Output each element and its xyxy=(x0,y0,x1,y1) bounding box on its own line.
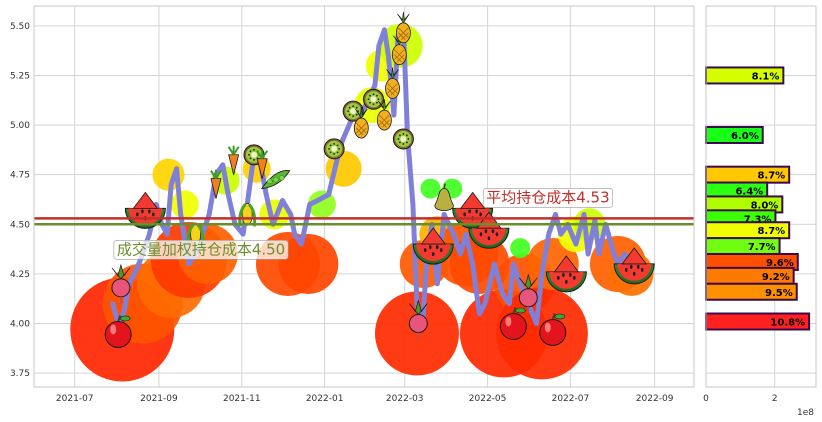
kiwi-icon xyxy=(342,100,364,122)
volume-bubble xyxy=(278,233,339,294)
carrot-icon xyxy=(227,145,240,175)
volume-bar-label: 8.0% xyxy=(751,200,779,211)
watermelon-icon xyxy=(613,247,655,285)
x-tick-label: 2022-09 xyxy=(636,394,674,404)
pineapple-icon xyxy=(376,99,392,131)
side-volume-panel: 0 21e88.1%6.0%8.7%6.4%8.0%7.3%8.7%7.7%9.6… xyxy=(703,6,816,418)
volume-bubble xyxy=(449,233,510,294)
y-tick-label: 5.00 xyxy=(10,121,30,131)
volume-bar-label: 10.8% xyxy=(770,318,805,329)
volume-bar-label: 8.1% xyxy=(752,71,780,82)
carrot-icon xyxy=(256,149,268,179)
x-tick-label: 2022-03 xyxy=(386,394,424,404)
side-x-tick-label: 2 xyxy=(772,394,778,404)
cost-label: 平均持仓成本4.53 xyxy=(486,188,609,206)
apple-icon xyxy=(499,307,527,340)
main-plot-frame xyxy=(33,5,695,388)
y-tick-label: 5.25 xyxy=(10,71,30,81)
y-tick-label: 5.50 xyxy=(10,22,30,32)
radish-icon xyxy=(408,299,428,340)
volume-bar-label: 8.7% xyxy=(757,171,785,182)
volume-bar-label: 7.7% xyxy=(748,242,776,253)
kiwi-icon xyxy=(392,128,414,150)
y-tick-label: 4.75 xyxy=(10,171,30,181)
radish-icon xyxy=(518,273,538,314)
volume-bar-label: 9.2% xyxy=(762,272,790,283)
pineapple-icon xyxy=(385,67,400,99)
y-tick-label: 4.50 xyxy=(10,220,30,230)
volume-bar-label: 6.4% xyxy=(735,187,763,198)
side-plot-frame xyxy=(705,5,817,388)
volume-bar-label: 9.5% xyxy=(765,288,793,299)
watermelon-icon xyxy=(545,255,587,293)
reference-lines: 平均持仓成本4.53 成交量加权持仓成本4.50 xyxy=(34,188,694,260)
x-tick-label: 2021-09 xyxy=(140,394,178,404)
volume-bar-label: 9.6% xyxy=(766,258,794,269)
cost-label-box xyxy=(113,239,289,260)
watermelon-icon xyxy=(412,227,454,265)
volume-bubble xyxy=(420,178,441,199)
x-tick-label: 2022-01 xyxy=(306,394,344,404)
fruit-markers xyxy=(104,11,655,348)
main-axis-ticks: 3.75 4.00 4.25 4.50 4.75 5.00 5.25 5.50 2021-07 2… xyxy=(10,22,674,404)
volume-bubble xyxy=(170,190,199,219)
peapod-icon xyxy=(260,170,291,190)
y-tick-label: 4.00 xyxy=(10,320,30,330)
x-tick-label: 2022-05 xyxy=(469,394,507,404)
pineapple-icon xyxy=(353,107,369,139)
kiwi-icon xyxy=(323,138,345,160)
x-tick-label: 2021-11 xyxy=(223,394,261,404)
pineapple-icon xyxy=(395,11,411,44)
volume-bubble xyxy=(510,238,531,259)
cost-label: 成交量加权持仓成本4.50 xyxy=(117,240,285,258)
side-offset-label: 1e8 xyxy=(797,408,814,418)
kiwi-icon xyxy=(363,88,385,110)
y-tick-label: 3.75 xyxy=(10,369,30,379)
watermelon-icon xyxy=(468,211,510,249)
volume-bar-label: 8.7% xyxy=(757,226,785,237)
side-x-tick-label: 0 xyxy=(703,394,709,404)
volume-bar-label: 6.0% xyxy=(731,131,759,142)
pear-icon xyxy=(434,183,454,211)
kiwi-icon xyxy=(243,144,265,166)
apple-icon xyxy=(539,313,567,346)
apple-icon xyxy=(104,315,132,348)
volume-bubble xyxy=(374,291,459,376)
volume-bubble xyxy=(307,190,336,219)
volume-bar-label: 7.3% xyxy=(744,214,772,225)
x-tick-label: 2021-07 xyxy=(56,394,94,404)
y-tick-label: 4.25 xyxy=(10,270,30,280)
radish-icon xyxy=(111,263,131,304)
cost-label-box xyxy=(482,188,613,208)
x-tick-label: 2022-07 xyxy=(552,394,590,404)
carrot-icon xyxy=(210,169,222,199)
